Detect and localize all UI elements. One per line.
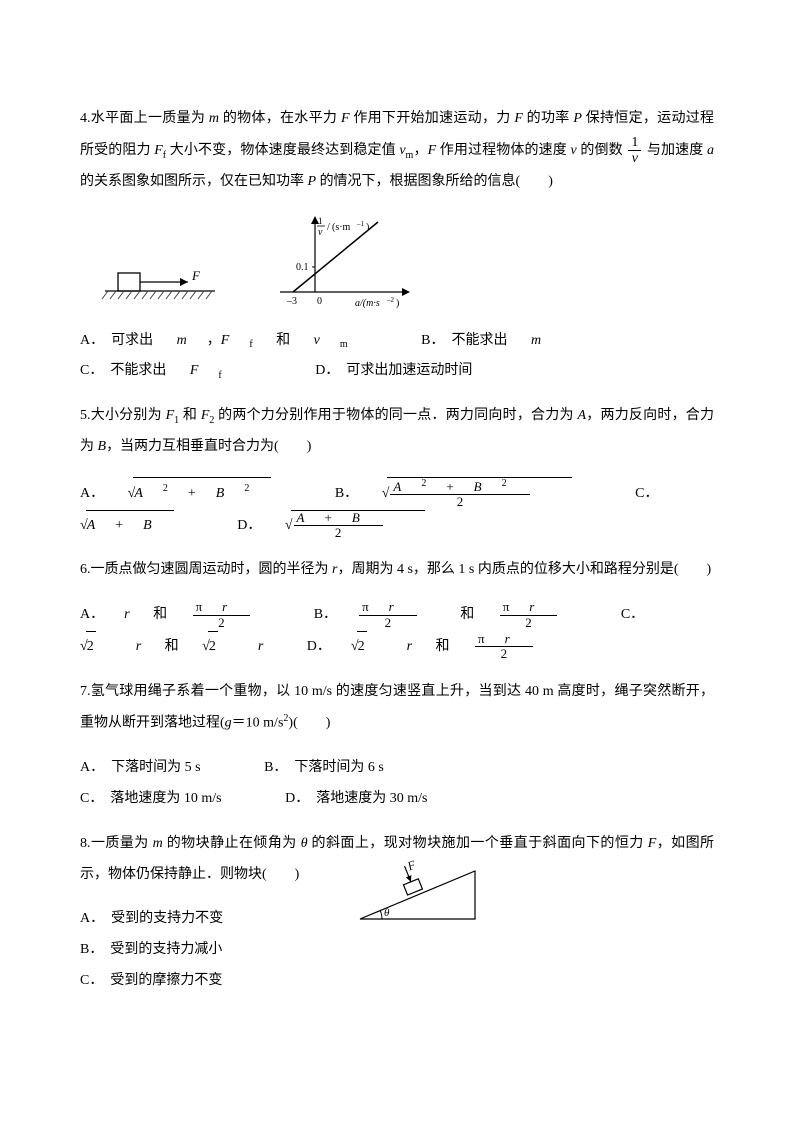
q8-incline-figure: F θ (340, 849, 490, 929)
q6-opt-b: B．πr2 和 πr2 (314, 607, 598, 622)
q7-text: 7.氢气球用绳子系着一个重物，以 10 m/s 的速度匀速竖直上升，当到达 40… (80, 677, 714, 739)
q5-options: A． A2+B2 B． A2+B22 C． A+B D． A+B2 (80, 477, 714, 542)
svg-text:–2: –2 (386, 296, 395, 304)
svg-text:/: / (327, 222, 330, 233)
svg-text:): ) (396, 298, 399, 309)
svg-text:0.1: 0.1 (296, 262, 309, 273)
q6-options: A．r 和 πr2 B．πr2 和 πr2 C．2r 和 2r D．2r 和 π… (80, 600, 714, 663)
q6-text: 6.一质点做匀速圆周运动时，圆的半径为 r，周期为 4 s，那么 1 s 内质点… (80, 555, 714, 586)
q4-num: 4 (80, 111, 87, 126)
q8-opt-b: B． 受到的支持力减小 (80, 935, 714, 966)
q8-opt-c: C． 受到的摩擦力不变 (80, 966, 714, 997)
q4-opt-b: B． 不能求出 m (421, 333, 561, 348)
question-6: 6.一质点做匀速圆周运动时，圆的半径为 r，周期为 4 s，那么 1 s 内质点… (80, 555, 714, 662)
q4-frac-1v: 1v (628, 135, 641, 167)
question-5: 5.大小分别为 F1 和 F2 的两个力分别作用于物体的同一点．两力同向时，合力… (80, 401, 714, 541)
svg-text:–3: –3 (286, 296, 297, 307)
svg-text:F: F (191, 268, 201, 283)
q4-block-diagram: F (100, 257, 220, 312)
q4-opt-d: D． 可求出加速运动时间 (315, 363, 492, 378)
q7-opt-c: C． 落地速度为 10 m/s (80, 791, 222, 806)
q7-opt-b: B． 下落时间为 6 s (264, 760, 384, 775)
svg-text:v: v (318, 227, 323, 238)
svg-text:1: 1 (318, 216, 323, 226)
q5-opt-a: A． A2+B2 (80, 486, 315, 501)
q7-opt-a: A． 下落时间为 5 s (80, 760, 201, 775)
q7-options: A． 下落时间为 5 s B． 下落时间为 6 s C． 落地速度为 10 m/… (80, 753, 714, 815)
question-8: 8.一质量为 m 的物块静止在倾角为 θ 的斜面上，现对物块施加一个垂直于斜面向… (80, 829, 714, 997)
q6-opt-d: D．2r 和 πr2 (307, 639, 573, 654)
q4-figures: F 1 v / (s·m (100, 212, 714, 312)
question-4: 4.水平面上一质量为 m 的物体，在水平力 F 作用下开始加速运动，力 F 的功… (80, 104, 714, 387)
svg-text:θ: θ (384, 907, 390, 919)
q5-opt-d: D． A+B2 (237, 518, 465, 533)
q4-opt-a: A． 可求出 m，Ff 和 vm (80, 333, 368, 348)
svg-text:a/(m·s: a/(m·s (355, 298, 380, 309)
q7-opt-d: D． 落地速度为 30 m/s (285, 791, 427, 806)
q4-graph: 1 v / (s·m –1 ) 0.1 –3 0 a/(m·s –2 ) (260, 212, 420, 312)
svg-text:–1: –1 (356, 220, 365, 228)
q5-text: 5.大小分别为 F1 和 F2 的两个力分别作用于物体的同一点．两力同向时，合力… (80, 401, 714, 463)
q4-text: 4.水平面上一质量为 m 的物体，在水平力 F 作用下开始加速运动，力 F 的功… (80, 104, 714, 198)
svg-text:0: 0 (317, 296, 322, 307)
q5-opt-b: B． A2+B22 (335, 486, 615, 501)
q4-opt-c: C． 不能求出 Ff (80, 363, 242, 378)
question-7: 7.氢气球用绳子系着一个重物，以 10 m/s 的速度匀速竖直上升，当到达 40… (80, 677, 714, 815)
q6-opt-a: A．r 和 πr2 (80, 607, 290, 622)
svg-text:(s·m: (s·m (332, 222, 351, 233)
q4-options: A． 可求出 m，Ff 和 vm B． 不能求出 m C． 不能求出 Ff D．… (80, 326, 714, 388)
